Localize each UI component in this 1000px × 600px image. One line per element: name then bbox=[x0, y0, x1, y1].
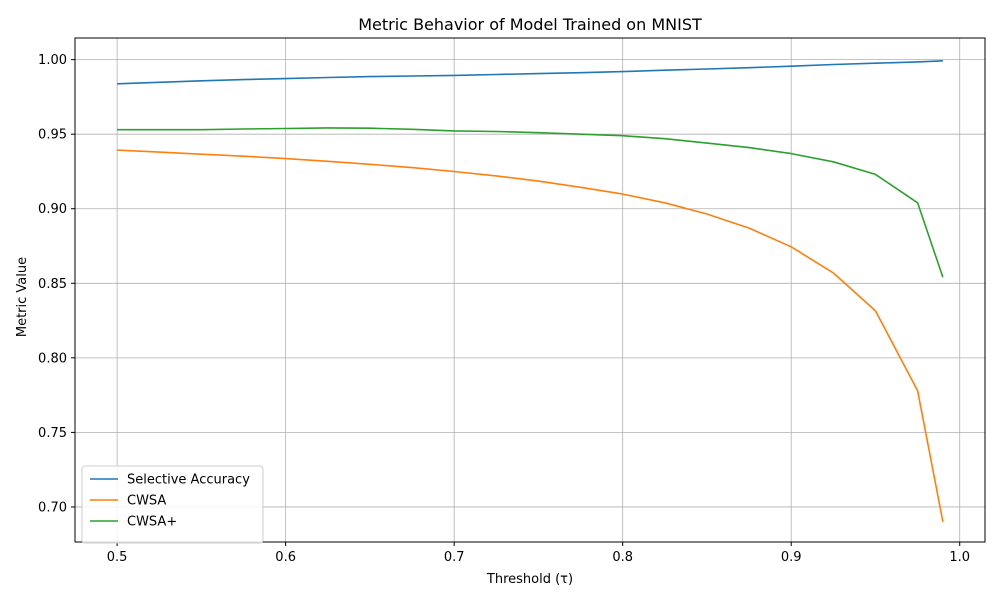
y-tick-label: 0.95 bbox=[38, 128, 67, 143]
legend-label: CWSA+ bbox=[127, 515, 177, 530]
ticks: 0.5 0.6 0.7 0.8 0.9 1.0 0.70 0.75 0.80 0.85 0.90 0.… bbox=[38, 53, 970, 565]
grid bbox=[75, 38, 985, 542]
legend: Selective Accuracy CWSA CWSA+ bbox=[81, 465, 264, 544]
series-line-cwsa bbox=[117, 149, 944, 523]
y-axis-label: Metric Value bbox=[15, 257, 30, 337]
y-tick-label: 0.90 bbox=[38, 202, 67, 217]
legend-label: CWSA bbox=[127, 494, 166, 509]
x-tick-label: 0.7 bbox=[444, 550, 465, 565]
x-tick-label: 0.5 bbox=[107, 550, 128, 565]
x-tick-label: 1.0 bbox=[949, 550, 970, 565]
series-line-selective-accuracy bbox=[117, 60, 943, 85]
y-tick-label: 0.85 bbox=[38, 277, 67, 292]
x-tick-label: 0.9 bbox=[781, 550, 802, 565]
series-line-cwsa bbox=[117, 127, 944, 278]
x-tick-label: 0.8 bbox=[612, 550, 633, 565]
x-axis-label: Threshold (τ) bbox=[486, 572, 573, 587]
series-lines bbox=[117, 60, 944, 523]
y-tick-label: 0.75 bbox=[38, 426, 67, 441]
legend-box bbox=[81, 465, 264, 544]
plot-frame bbox=[74, 37, 986, 543]
y-tick-label: 1.00 bbox=[38, 53, 67, 68]
y-tick-label: 0.80 bbox=[38, 351, 67, 366]
x-tick-label: 0.6 bbox=[275, 550, 296, 565]
chart-title: Metric Behavior of Model Trained on MNIS… bbox=[358, 15, 702, 34]
legend-label: Selective Accuracy bbox=[127, 473, 250, 488]
y-tick-label: 0.70 bbox=[38, 500, 67, 515]
